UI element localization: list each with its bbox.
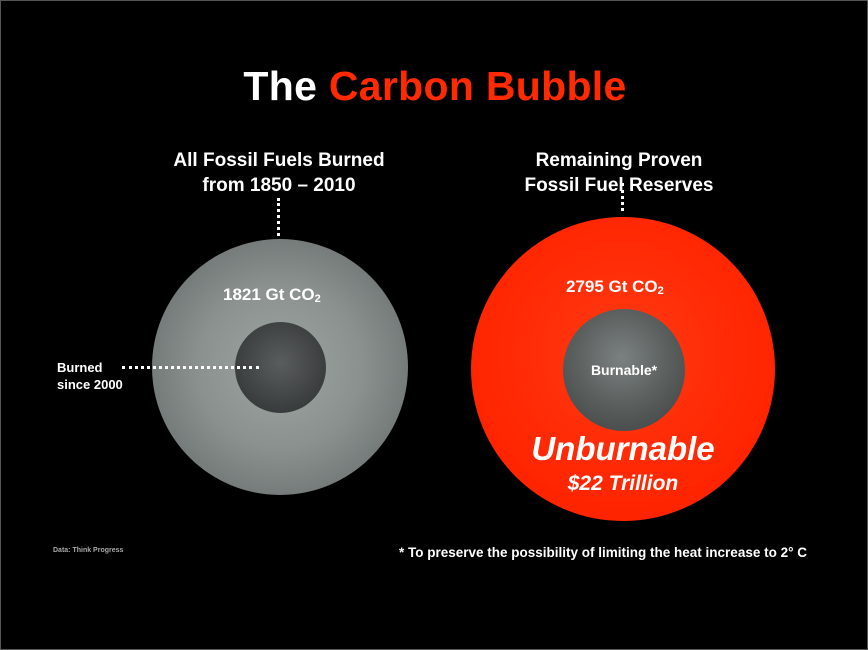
burnable-circle (563, 309, 685, 431)
left-heading-line1: All Fossil Fuels Burned (173, 150, 385, 171)
left-amount-subscript: 2 (314, 293, 321, 305)
left-amount-label: 1821 Gt CO2 (223, 285, 321, 305)
right-heading: Remaining Proven Fossil Fuel Reserves (481, 148, 757, 198)
data-source: Data: Think Progress (53, 547, 124, 554)
burned-label-line2: since 2000 (57, 377, 123, 392)
right-connector-line (621, 183, 624, 211)
left-amount-text: 1821 Gt CO (223, 285, 315, 304)
left-connector-line (277, 198, 280, 236)
right-heading-line2: Fossil Fuel Reserves (524, 175, 714, 196)
footnote: * To preserve the possibility of limitin… (399, 545, 807, 560)
left-heading-line2: from 1850 – 2010 (202, 175, 356, 196)
title-part-red: Carbon Bubble (328, 63, 627, 109)
right-amount-subscript: 2 (657, 285, 664, 297)
unburnable-label: Unburnable (531, 430, 715, 467)
right-heading-line1: Remaining Proven (535, 150, 703, 171)
burned-label-line1: Burned (57, 360, 103, 375)
slide-title: The Carbon Bubble (1, 63, 868, 110)
value-label: $22 Trillion (567, 472, 679, 495)
burned-connector-line (122, 366, 259, 369)
right-amount-label: 2795 Gt CO2 (566, 277, 664, 297)
burned-since-2000-label: Burned since 2000 (57, 359, 123, 393)
left-heading: All Fossil Fuels Burned from 1850 – 2010 (141, 148, 417, 198)
burnable-label: Burnable* (590, 362, 658, 378)
title-part-white: The (243, 63, 318, 109)
right-amount-text: 2795 Gt CO (566, 277, 658, 296)
